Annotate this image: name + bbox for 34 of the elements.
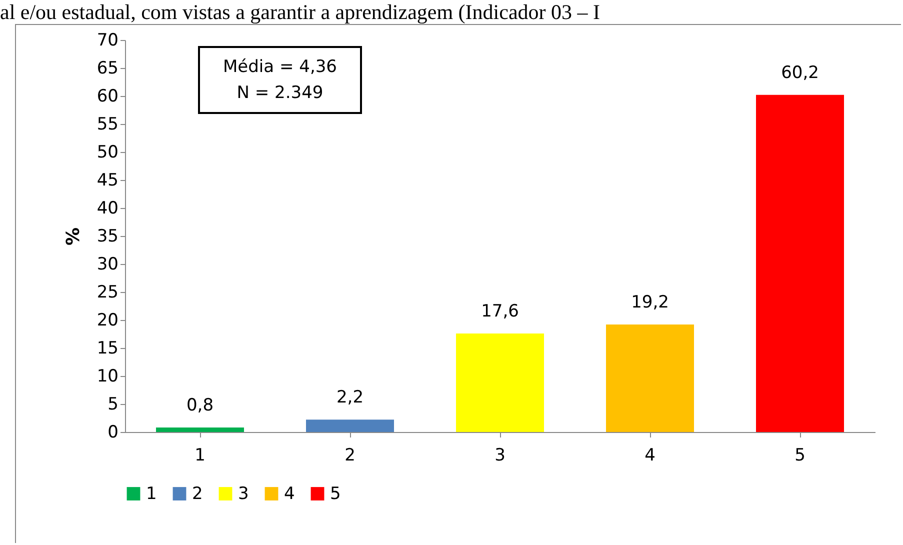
- y-tick-label: 60: [96, 86, 118, 106]
- legend-label: 1: [146, 484, 157, 504]
- y-tick-label: 5: [108, 394, 118, 414]
- y-tick-label: 55: [96, 114, 118, 134]
- y-tick-label: 70: [96, 30, 118, 50]
- x-tick-label: 5: [794, 446, 806, 466]
- annotation: Média = 4,36: [222, 56, 338, 79]
- y-tick-label: 10: [96, 366, 118, 386]
- x-tick-label: 3: [494, 446, 506, 466]
- y-tick-label: 40: [96, 198, 118, 218]
- y-tick-label: 0: [108, 422, 118, 442]
- y-tick-label: 20: [96, 310, 118, 330]
- legend-label: 4: [284, 484, 295, 504]
- y-tick-label: 25: [96, 282, 118, 302]
- x-tick-label: 4: [644, 446, 656, 466]
- y-tick-label: 65: [96, 58, 118, 78]
- data-label: 60,2: [781, 62, 819, 83]
- legend-label: 3: [238, 484, 249, 504]
- data-label: 2,2: [336, 388, 364, 408]
- legend-label: 2: [192, 484, 203, 504]
- y-tick-label: 50: [96, 142, 118, 162]
- y-axis-title: %: [62, 227, 84, 246]
- y-tick-label: 35: [96, 226, 118, 246]
- data-label: 19,2: [631, 292, 669, 312]
- data-label: 0,8: [186, 396, 214, 416]
- x-tick-label: 2: [344, 446, 356, 466]
- data-label: 17,6: [481, 301, 519, 322]
- y-tick-label: 15: [96, 338, 118, 358]
- y-tick-label: 30: [96, 254, 118, 274]
- chart-title: al e/ou estadual, com vistas a garantir a aprendizagem (Indicador 03 – I: [0, 0, 600, 24]
- y-tick-label: 45: [96, 170, 118, 190]
- x-tick-label: 1: [194, 446, 206, 466]
- annotation: N = 2.349: [236, 82, 324, 105]
- legend-label: 5: [330, 484, 341, 504]
